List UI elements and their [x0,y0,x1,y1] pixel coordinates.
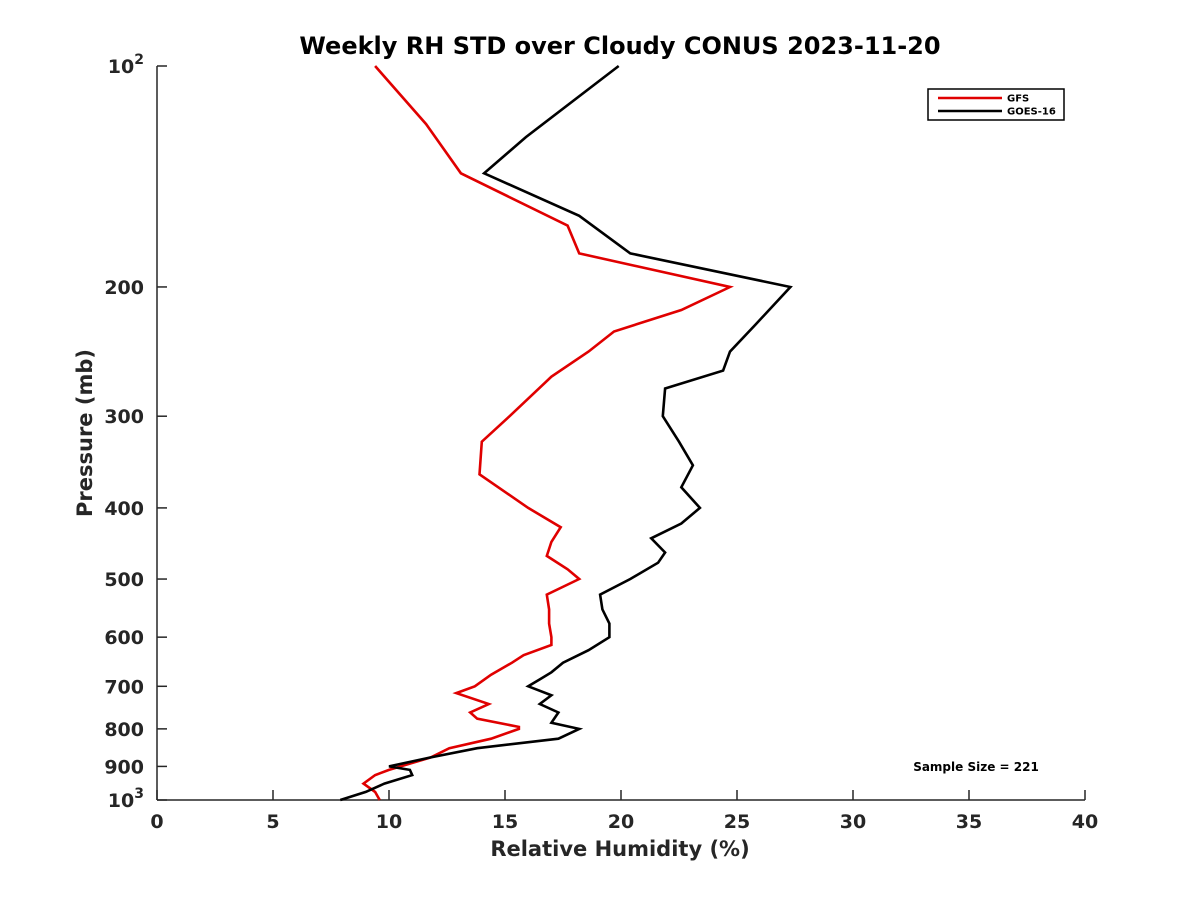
y-axis-label: Pressure (mb) [73,349,97,517]
chart-title: Weekly RH STD over Cloudy CONUS 2023-11-… [299,32,940,60]
y-tick-label-900: 900 [104,756,144,778]
series-line-gfs [361,65,734,801]
y-tick-label-700: 700 [104,676,144,698]
sample-size-annotation: Sample Size = 221 [913,760,1039,774]
y-tick-label-800: 800 [104,719,144,741]
x-tick-label-0: 0 [150,811,163,833]
x-tick-label-20: 20 [608,811,634,833]
x-tick-label-25: 25 [724,811,750,833]
x-tick-label-15: 15 [492,811,518,833]
legend-label-goes16: GOES-16 [1007,107,1056,118]
y-tick-label-300: 300 [104,406,144,428]
y-tick-label-200: 200 [104,277,144,299]
y-tick-label-1000: 103 [108,786,144,812]
x-tick-label-35: 35 [956,811,982,833]
x-tick-label-5: 5 [266,811,279,833]
x-tick-label-40: 40 [1072,811,1098,833]
x-axis-label: Relative Humidity (%) [490,837,749,861]
x-tick-label-10: 10 [376,811,402,833]
x-tick-label-30: 30 [840,811,866,833]
y-tick-label-500: 500 [104,569,144,591]
legend-box [927,88,1065,121]
y-tick-label-400: 400 [104,498,144,520]
y-tick-label-100: 102 [108,52,144,78]
legend: GFS GOES-16 [927,88,1065,121]
y-tick-label-600: 600 [104,627,144,649]
legend-label-gfs: GFS [1007,94,1029,105]
series-line-goes-16 [339,64,793,802]
plot-area: 0 5 10 15 20 25 30 35 40 102 200 300 400 500 600 700 800… [104,52,1098,833]
